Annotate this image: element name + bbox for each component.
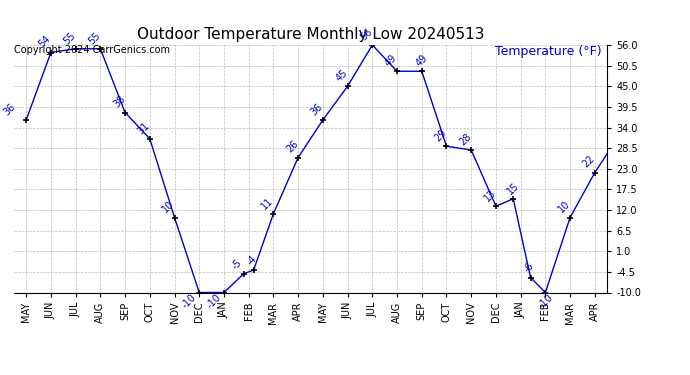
Text: 45: 45 — [334, 68, 350, 84]
Text: 55: 55 — [61, 30, 78, 46]
Text: 10: 10 — [161, 199, 177, 215]
Text: 10: 10 — [556, 199, 572, 215]
Title: Outdoor Temperature Monthly Low 20240513: Outdoor Temperature Monthly Low 20240513 — [137, 27, 484, 42]
Text: 36: 36 — [309, 102, 325, 117]
Text: 28: 28 — [457, 131, 473, 147]
Text: 36: 36 — [1, 102, 17, 117]
Text: 11: 11 — [259, 195, 275, 211]
Text: 13: 13 — [482, 188, 497, 204]
Text: 54: 54 — [37, 34, 53, 50]
Text: 49: 49 — [383, 53, 399, 69]
Text: -10: -10 — [537, 292, 555, 310]
Text: Temperature (°F): Temperature (°F) — [495, 45, 601, 58]
Text: 55: 55 — [86, 30, 102, 46]
Text: 26: 26 — [284, 139, 300, 155]
Text: 29: 29 — [433, 128, 448, 144]
Text: 15: 15 — [505, 180, 521, 196]
Text: 22: 22 — [581, 154, 597, 170]
Text: 56: 56 — [358, 26, 374, 42]
Text: -6: -6 — [522, 261, 536, 275]
Text: 49: 49 — [413, 53, 429, 69]
Text: Copyright 2024 CarrGenics.com: Copyright 2024 CarrGenics.com — [14, 45, 170, 55]
Text: 31: 31 — [136, 120, 152, 136]
Text: -4: -4 — [246, 254, 259, 267]
Text: 30: 30 — [0, 374, 1, 375]
Text: -5: -5 — [230, 257, 244, 271]
Text: -10: -10 — [180, 292, 198, 310]
Text: -10: -10 — [204, 292, 223, 310]
Text: 38: 38 — [111, 94, 127, 110]
